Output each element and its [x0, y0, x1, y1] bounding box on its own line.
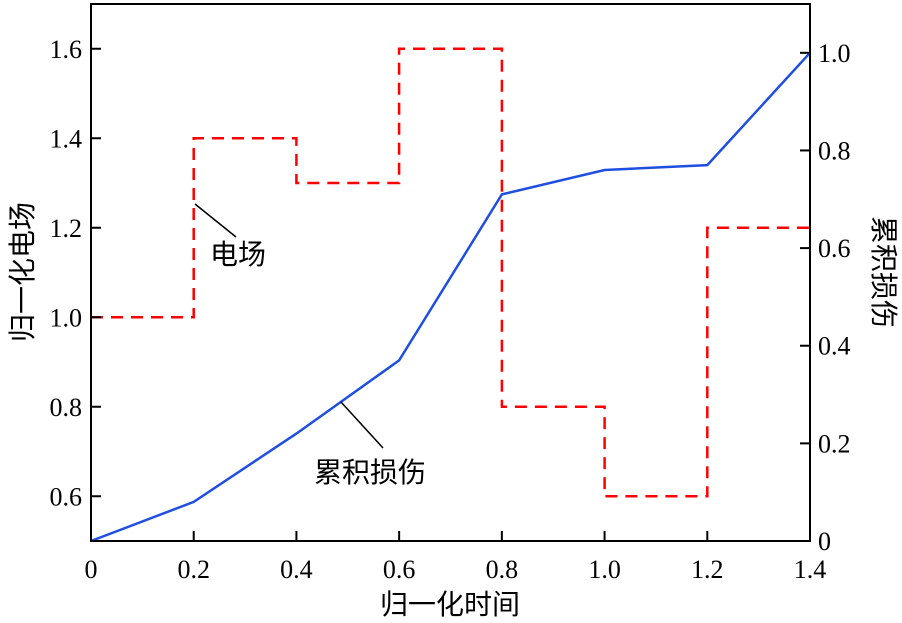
y-left-tick-label: 1.2: [50, 214, 83, 243]
annotation-leader-electric-field: [194, 203, 237, 238]
annotation-electric-field: 电场: [210, 238, 266, 271]
series-line-electric-field: [91, 47, 810, 498]
x-tick-label: 1.2: [691, 555, 724, 584]
annotation-cumulative-damage: 累积损伤: [314, 456, 426, 489]
y-left-tick-label: 1.6: [50, 35, 83, 64]
ticks-layer: 0 0.2 0.4 0.6 0.8 1.0 1.2 1.4 0.6 0.8 1.0 1.2 1.4 1.6…: [50, 35, 851, 584]
y-axis-left-title: 归一化电场: [6, 202, 39, 342]
y-right-tick-label: 1.0: [818, 39, 851, 68]
y-right-tick-label: 0.4: [818, 332, 851, 361]
y-left-tick-label: 1.0: [50, 303, 83, 332]
annotation-leader-damage: [340, 401, 384, 449]
x-tick-label: 1.0: [588, 555, 621, 584]
x-tick-label: 0: [85, 555, 98, 584]
y-right-tick-label: 0.8: [818, 136, 851, 165]
x-tick-label: 1.4: [794, 555, 827, 584]
y-right-tick-label: 0.2: [818, 429, 851, 458]
y-left-tick-label: 0.6: [50, 482, 83, 511]
y-left-tick-label: 0.8: [50, 393, 83, 422]
y-axis-right-title: 累积损伤: [867, 216, 900, 328]
y-right-tick-label: 0: [818, 527, 831, 556]
x-axis-title: 归一化时间: [380, 588, 520, 621]
x-tick-label: 0.4: [280, 555, 313, 584]
x-tick-label: 0.8: [486, 555, 519, 584]
x-tick-label: 0.6: [383, 555, 416, 584]
plot-frame: [90, 3, 811, 542]
x-tick-label: 0.2: [177, 555, 210, 584]
y-left-tick-label: 1.4: [50, 124, 83, 153]
annotation-layer: 电场 累积损伤: [194, 203, 426, 489]
series-line-cumulative-damage: [90, 51, 811, 543]
y-right-tick-label: 0.6: [818, 234, 851, 263]
series-layer: [90, 47, 811, 543]
